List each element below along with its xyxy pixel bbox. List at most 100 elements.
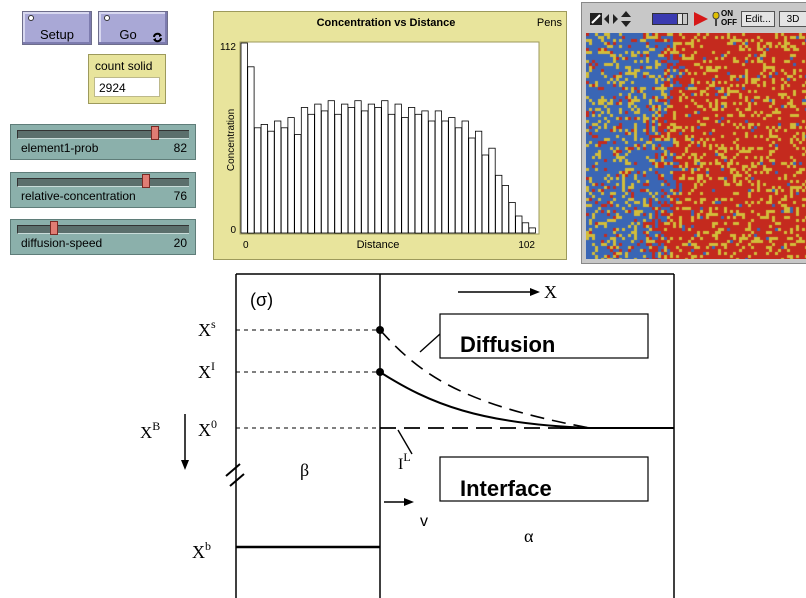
interface-leader xyxy=(397,429,413,455)
interface-callout-label: Interface xyxy=(460,476,552,501)
x-axis-label: X xyxy=(544,282,557,302)
world-view-panel: ON OFF Edit... 3D xyxy=(581,2,806,264)
plot-bar xyxy=(307,113,315,234)
plot-bar xyxy=(434,110,442,234)
plot-bar xyxy=(280,127,288,234)
panel-label: (σ) xyxy=(250,290,273,310)
plot-bar xyxy=(354,100,362,234)
plot-bar xyxy=(441,120,449,234)
plot-bar xyxy=(495,174,503,234)
plot-bar xyxy=(294,134,302,234)
relative-concentration-slider[interactable]: relative-concentration 76 xyxy=(10,172,196,208)
count-solid-monitor: count solid 2924 xyxy=(88,54,166,104)
slider-value: 82 xyxy=(173,141,187,155)
plot-bar xyxy=(334,113,342,234)
vertical-arrows-icon[interactable] xyxy=(621,11,631,27)
plot-bar xyxy=(361,110,369,234)
slider-track xyxy=(17,178,189,187)
slider-track xyxy=(17,225,189,234)
view-toolbar: ON OFF Edit... 3D xyxy=(586,9,806,31)
diffusion-leader xyxy=(419,333,441,353)
plot-bar xyxy=(381,100,389,234)
run-arrow-icon[interactable] xyxy=(694,12,708,26)
plot-bar xyxy=(454,127,463,234)
display-toggle-icon[interactable] xyxy=(712,12,720,26)
slider-handle[interactable] xyxy=(49,221,58,235)
axis-break-mark xyxy=(225,463,245,487)
interface-callout-box xyxy=(439,456,649,502)
setup-button-label: Setup xyxy=(40,27,74,42)
plot-bar xyxy=(254,127,262,234)
plot-bar xyxy=(421,110,429,234)
slider-name: element1-prob xyxy=(21,141,99,155)
slider-name: relative-concentration xyxy=(21,189,136,203)
plot-bar xyxy=(327,100,335,234)
go-button[interactable]: Go xyxy=(98,11,168,45)
forever-indicator-icon xyxy=(28,15,34,21)
equilibrium-profile-curve xyxy=(379,329,591,429)
plot-bar xyxy=(515,215,523,234)
plot-bar xyxy=(374,107,382,234)
alpha-phase-label: α xyxy=(524,526,534,546)
plot-bar xyxy=(267,130,275,234)
x-max-tick: 102 xyxy=(518,240,535,251)
label-x0: X0 xyxy=(198,417,217,440)
plot-bar xyxy=(528,227,536,234)
plot-pens-button[interactable]: Pens xyxy=(537,17,563,29)
velocity-label: v xyxy=(420,513,428,530)
plot-bar xyxy=(468,137,476,234)
plot-bar xyxy=(300,107,309,234)
setup-button[interactable]: Setup xyxy=(22,11,92,45)
actual-profile-curve xyxy=(379,371,591,429)
plot-bar xyxy=(501,185,510,234)
plot-bar xyxy=(461,120,469,234)
forever-indicator-icon xyxy=(104,15,110,21)
xs-point xyxy=(376,326,384,334)
y-axis-label: Concentration xyxy=(226,109,237,171)
plot-bar xyxy=(401,117,409,234)
plot-bar xyxy=(428,120,436,234)
world-canvas[interactable] xyxy=(586,33,806,259)
plot-title: Concentration vs Distance xyxy=(317,17,456,29)
plot-bar xyxy=(481,154,489,234)
concentration-plot: Concentration vs Distance Pens 112 0 0 1… xyxy=(213,11,567,260)
plot-bar xyxy=(488,147,496,234)
phase-diagram: (σ) X Xs XI X0 Xb XB IL β α xyxy=(140,273,675,598)
plot-bar xyxy=(287,117,295,234)
diffusion-speed-slider[interactable]: diffusion-speed 20 xyxy=(10,219,196,255)
x-axis-label: Distance xyxy=(357,239,400,251)
slider-name: diffusion-speed xyxy=(21,236,103,250)
slider-handle[interactable] xyxy=(141,174,150,188)
plot-bar xyxy=(341,103,349,234)
label-xi: XI xyxy=(198,359,215,382)
size-icon[interactable] xyxy=(590,13,602,25)
diffusion-callout-label: Diffusion xyxy=(460,332,555,357)
plot-bar xyxy=(508,202,516,234)
plot-bar xyxy=(274,120,282,234)
monitor-value: 2924 xyxy=(94,77,160,97)
forever-loop-icon xyxy=(153,32,162,43)
plot-bar xyxy=(314,103,322,234)
label-xs: Xs xyxy=(198,317,216,340)
3d-button[interactable]: 3D xyxy=(779,11,806,27)
y-max-tick: 112 xyxy=(220,42,236,53)
plot-bar xyxy=(521,222,530,234)
off-label: OFF xyxy=(721,18,737,27)
x-min-tick: 0 xyxy=(243,240,249,251)
plot-bar xyxy=(414,113,422,234)
slider-handle[interactable] xyxy=(151,126,160,140)
plot-bar xyxy=(407,107,416,234)
y-min-tick: 0 xyxy=(230,225,236,236)
plot-canvas: Concentration vs Distance Pens 112 0 0 1… xyxy=(220,17,563,251)
plot-bar xyxy=(448,117,456,234)
diffusion-callout-box xyxy=(439,313,649,359)
monitor-title: count solid xyxy=(95,59,153,73)
element1-prob-slider[interactable]: element1-prob 82 xyxy=(10,124,196,160)
speed-slider[interactable] xyxy=(652,13,688,25)
horizontal-arrows-icon[interactable] xyxy=(604,13,618,25)
on-label: ON xyxy=(721,9,733,18)
plot-bar xyxy=(387,113,396,234)
edit-button[interactable]: Edit... xyxy=(741,11,775,27)
go-button-label: Go xyxy=(119,27,137,42)
plot-bar xyxy=(240,42,248,234)
